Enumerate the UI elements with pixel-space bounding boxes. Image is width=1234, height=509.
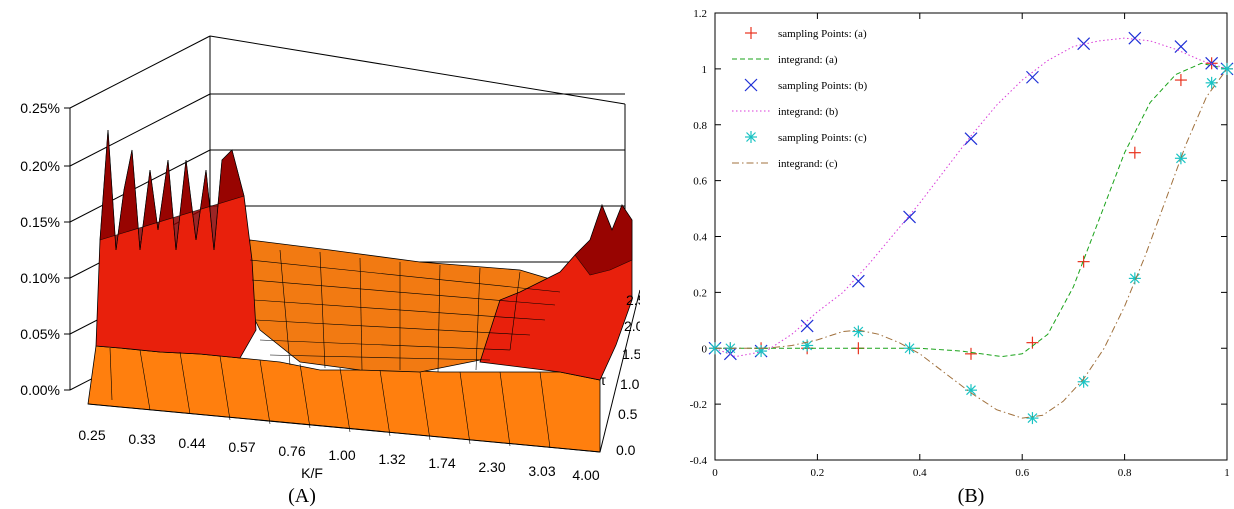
legend-entry-label: integrand: (c)	[778, 158, 838, 170]
z-axis-labels: 0.00% 0.05% 0.10% 0.15% 0.20% 0.25%	[20, 100, 60, 398]
x-tick-label: 1	[1224, 467, 1230, 479]
y-tick-label: 1.2	[693, 8, 707, 20]
x-tick-label: 1.32	[378, 451, 405, 467]
axis-ticks: 0 0.2 0.4 0.6 0.8 1 -0.4 -0.2 0 0.2 0.4 0.6 0.8 1 1.2	[690, 8, 1230, 479]
x-tick-label: 0.6	[1015, 467, 1029, 479]
data-point-2	[851, 274, 865, 288]
data-point-2	[1128, 31, 1142, 45]
data-point-2	[1205, 56, 1219, 70]
y-tick-label: 0.8	[693, 120, 707, 132]
y-tick-label: 1	[702, 64, 708, 76]
y-axis-title: τ	[600, 372, 606, 388]
z-tick-label: 0.00%	[20, 382, 60, 398]
series-layer	[708, 31, 1234, 425]
data-point-4	[1128, 272, 1141, 285]
z-tick-label: 0.15%	[20, 214, 60, 230]
x-tick-label: 0.57	[228, 439, 255, 455]
y-tick-label: 2.5	[626, 292, 640, 308]
data-point-2	[800, 319, 814, 333]
x-axis-line	[87, 403, 601, 453]
data-point-0	[965, 347, 977, 360]
data-point-2	[903, 210, 916, 224]
y-tick-label: 0.5	[618, 406, 638, 422]
data-point-4	[1026, 412, 1039, 425]
y-tick-label: -0.2	[690, 399, 707, 411]
y-tick-label: 0.6	[693, 176, 707, 188]
z-tick-label: 0.05%	[20, 326, 60, 342]
z-tick-label: 0.20%	[20, 158, 60, 174]
x-tick-label: 0.8	[1118, 467, 1132, 479]
x-axis-labels: 0.25 0.33 0.44 0.57 0.76 1.00 1.32 1.74 …	[78, 427, 599, 483]
x-tick-label: 0.33	[128, 431, 155, 447]
x-axis-title: K/F	[301, 465, 323, 481]
data-point-0	[1077, 255, 1090, 268]
y-tick-label: 0.4	[693, 232, 707, 244]
x-tick-label: 4.00	[572, 467, 599, 483]
y-tick-label: -0.4	[690, 455, 708, 467]
legend-marker-swatch	[745, 27, 757, 39]
x-tick-label: 0.25	[78, 427, 105, 443]
x-tick-label: 2.30	[478, 459, 505, 475]
y-axis-labels: 0.0 0.5 1.0 1.5 2.0 2.5	[616, 292, 640, 458]
y-tick-label: 0.2	[693, 287, 707, 299]
legend-marker-swatch	[744, 78, 758, 92]
line-chart-b: 0 0.2 0.4 0.6 0.8 1-0.4-0.200.20.40.60.811.2 …	[690, 8, 1234, 507]
surface-mesh-lines	[109, 249, 561, 449]
y-tick-label: 2.0	[624, 318, 640, 334]
y-tick-label: 1.0	[620, 376, 640, 392]
x-tick-label: 1.74	[428, 455, 455, 471]
data-point-2	[964, 132, 978, 146]
z-tick-label: 0.25%	[20, 100, 60, 116]
data-point-2	[1077, 37, 1091, 51]
series-line-3	[714, 37, 1228, 358]
panel-label-b: (B)	[958, 485, 985, 507]
surface-chart-a: 0.00% 0.05% 0.10% 0.15% 0.20% 0.25% 0.25…	[20, 35, 640, 507]
x-tick-label: 0.76	[278, 443, 305, 459]
legend-entry-label: sampling Points: (a)	[778, 28, 867, 40]
panel-label-a: (A)	[288, 485, 316, 507]
data-point-2	[1174, 40, 1188, 53]
data-point-4	[1221, 62, 1233, 75]
x-tick-label: 1.00	[328, 447, 355, 463]
legend-entry-label: integrand: (b)	[778, 106, 839, 118]
data-point-0	[1174, 74, 1187, 87]
x-tick-label: 0.4	[913, 467, 927, 479]
y-tick-label: 1.5	[622, 346, 640, 362]
legend-marker-swatch	[745, 131, 757, 143]
z-tick-label: 0.10%	[20, 270, 60, 286]
y-tick-label: 0.0	[616, 442, 636, 458]
data-point-4	[1077, 375, 1090, 388]
x-tick-label: 3.03	[528, 463, 555, 479]
x-tick-label: 0	[712, 467, 718, 479]
legend-entry-label: integrand: (a)	[778, 54, 838, 66]
data-point-4	[1205, 76, 1218, 89]
data-point-4	[755, 345, 768, 358]
y-axis-line	[599, 289, 640, 453]
legend-entry-label: sampling Points: (b)	[778, 80, 868, 92]
x-tick-label: 0.2	[811, 467, 825, 479]
data-point-4	[801, 339, 814, 352]
data-point-0	[1026, 336, 1039, 349]
series-line-1	[715, 62, 1228, 358]
data-point-0	[1128, 146, 1141, 159]
legend-entry-label: sampling Points: (c)	[778, 132, 867, 144]
data-point-4	[852, 325, 865, 338]
y-tick-label: 0	[702, 343, 708, 355]
x-tick-label: 0.44	[178, 435, 205, 451]
z-axis-ticks	[64, 107, 70, 391]
surface-right-peak-tips	[574, 204, 633, 276]
data-point-4	[1174, 152, 1187, 165]
surface-left-peak-tips	[99, 129, 245, 251]
data-point-2	[1026, 70, 1039, 84]
series-line-5	[715, 68, 1228, 419]
data-point-4	[903, 342, 916, 355]
legend: sampling Points: (a) integrand: (a) sampli…	[732, 27, 868, 170]
